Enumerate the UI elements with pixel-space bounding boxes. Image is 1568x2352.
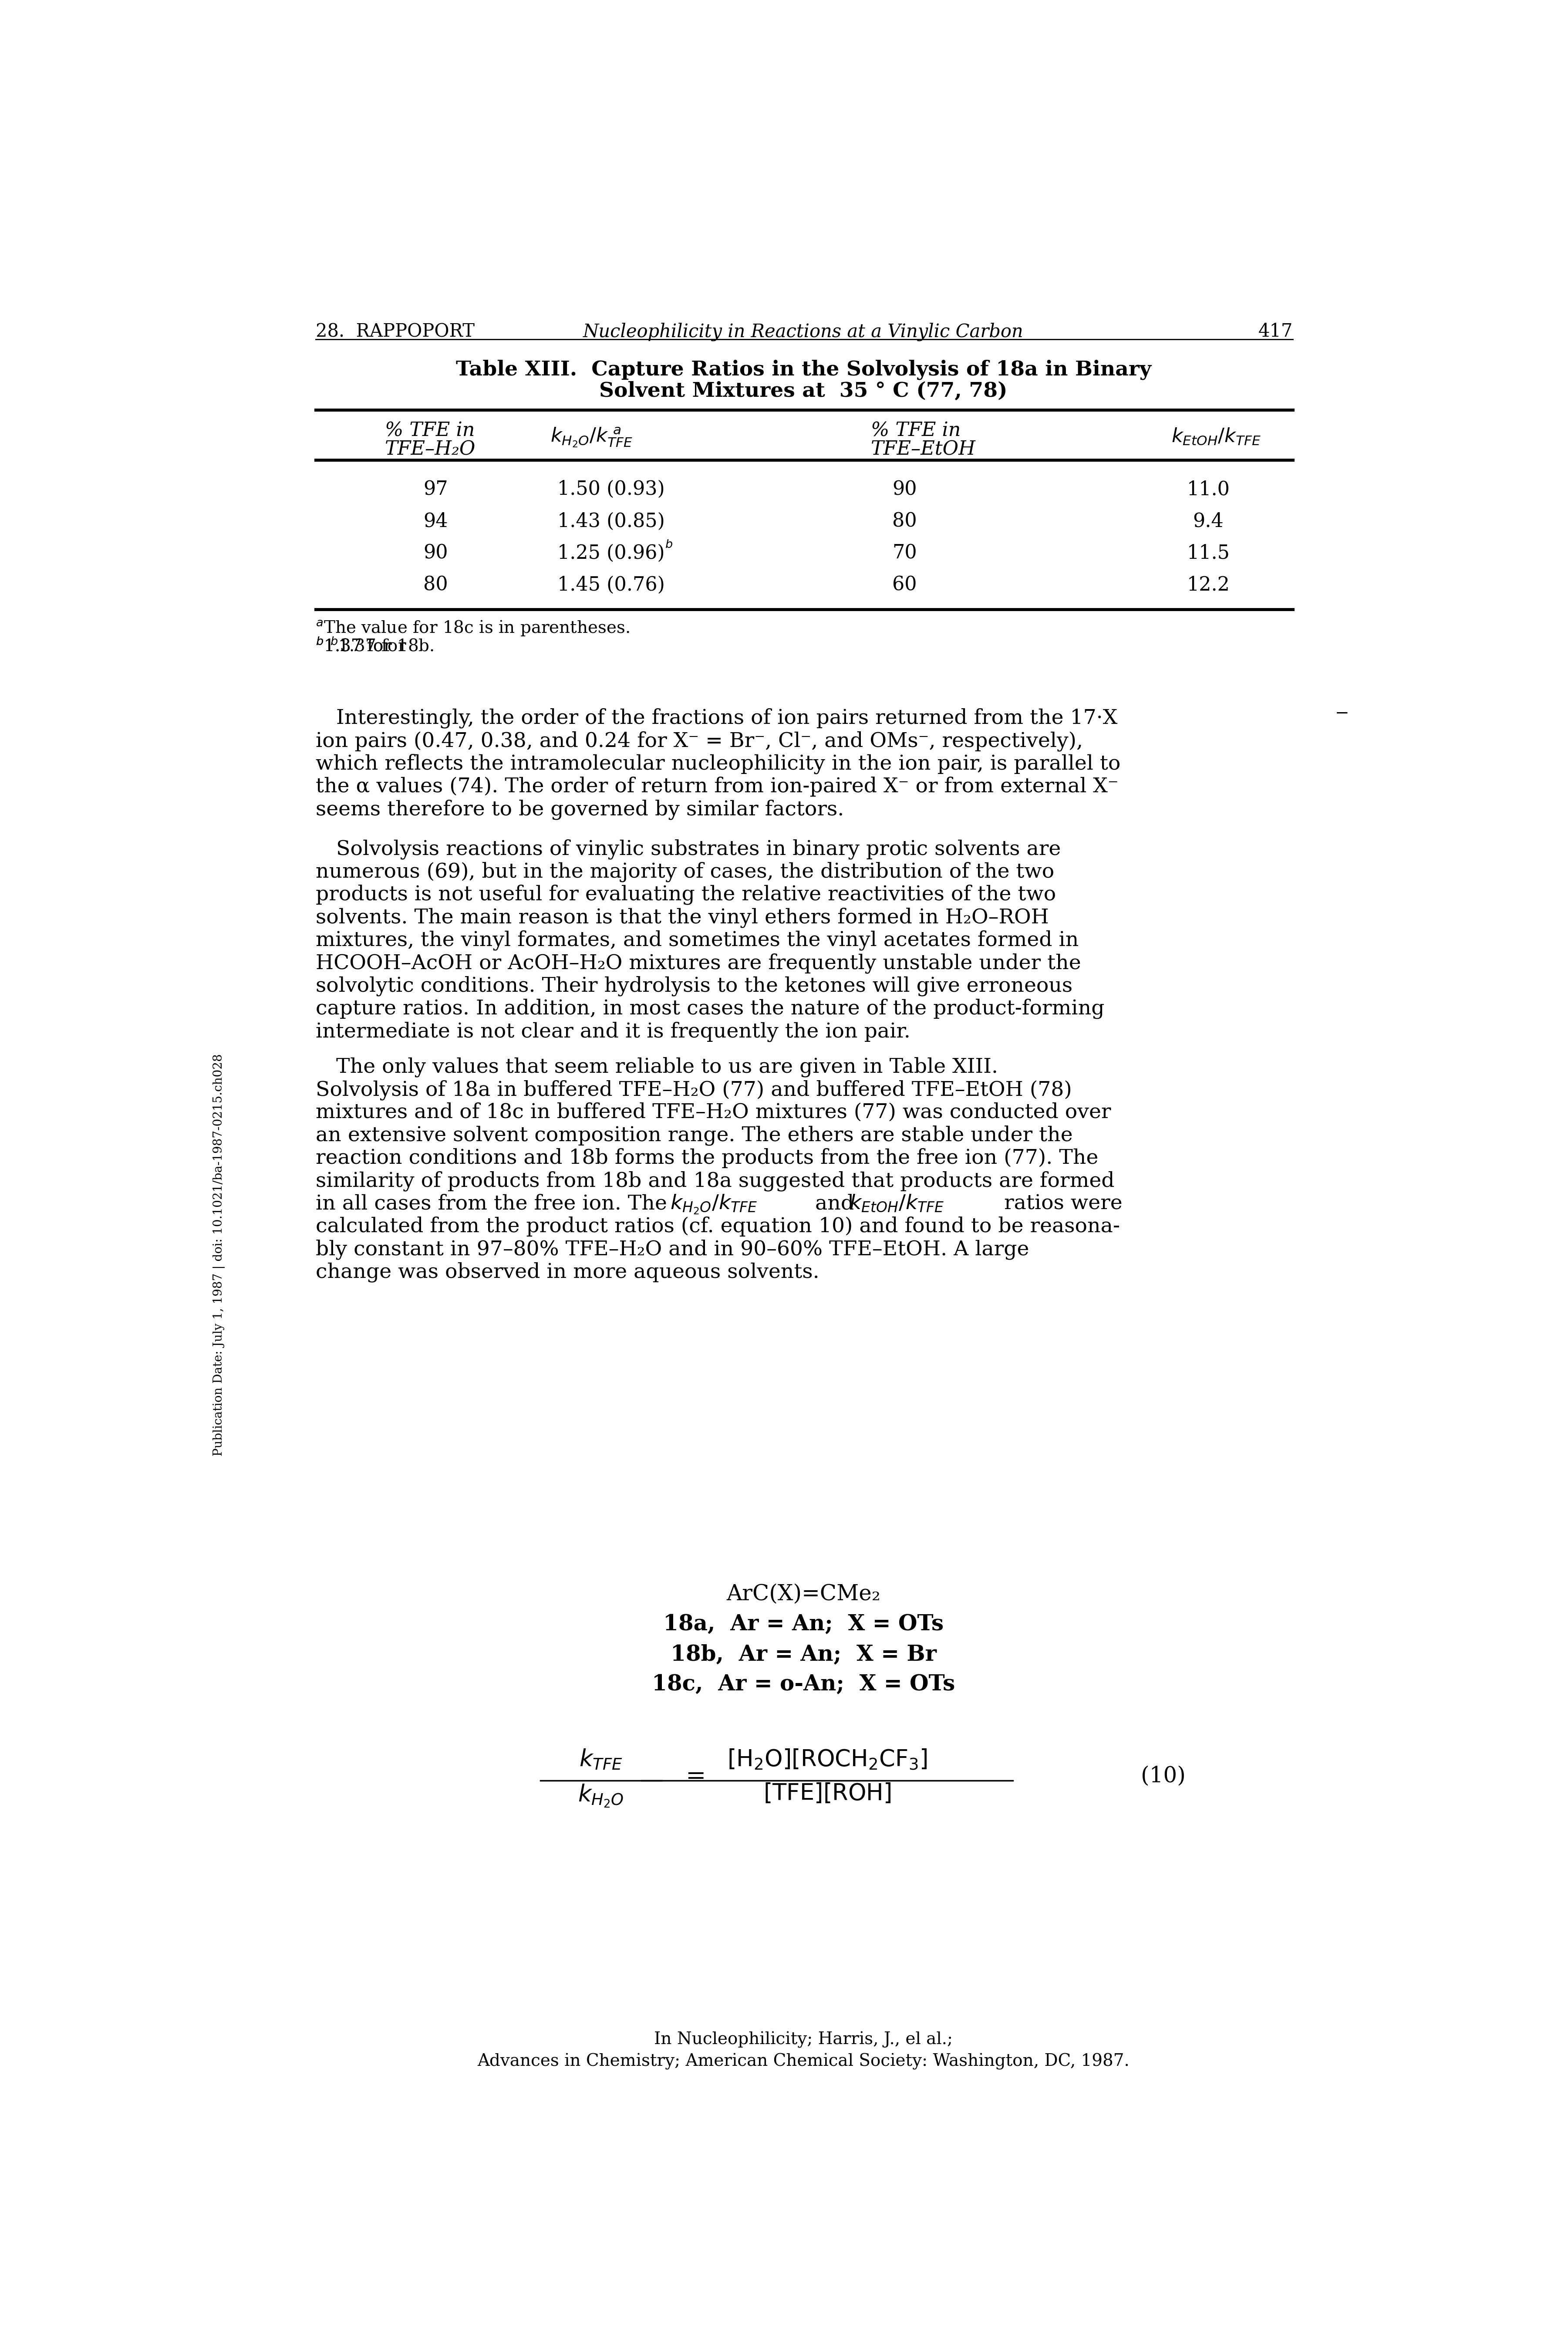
Text: solvents. The main reason is that the vinyl ethers formed in H₂O–ROH: solvents. The main reason is that the vi… xyxy=(315,908,1049,927)
Text: $^a$The value for 18c is in parentheses.: $^a$The value for 18c is in parentheses. xyxy=(315,619,630,637)
Text: reaction conditions and 18b forms the products from the free ion (77). The: reaction conditions and 18b forms the pr… xyxy=(315,1148,1099,1169)
Text: and: and xyxy=(809,1195,861,1214)
Text: 70: 70 xyxy=(892,543,917,562)
Text: Solvolysis of 18a in buffered TFE–H₂O (77) and buffered TFE–EtOH (78): Solvolysis of 18a in buffered TFE–H₂O (7… xyxy=(315,1080,1073,1101)
Text: 1.45 (0.76): 1.45 (0.76) xyxy=(557,576,665,595)
Text: $k_{EtOH}/k_{TFE}$: $k_{EtOH}/k_{TFE}$ xyxy=(1171,426,1261,447)
Text: $^b$1.37 for: $^b$1.37 for xyxy=(329,637,406,656)
Text: capture ratios. In addition, in most cases the nature of the product-forming: capture ratios. In addition, in most cas… xyxy=(315,1000,1104,1018)
Text: $k_{TFE}$: $k_{TFE}$ xyxy=(579,1748,622,1771)
Text: products is not useful for evaluating the relative reactivities of the two: products is not useful for evaluating th… xyxy=(315,884,1057,906)
Text: mixtures, the vinyl formates, and sometimes the vinyl acetates formed in: mixtures, the vinyl formates, and someti… xyxy=(315,929,1079,950)
Text: HCOOH–AcOH or AcOH–H₂O mixtures are frequently unstable under the: HCOOH–AcOH or AcOH–H₂O mixtures are freq… xyxy=(315,953,1080,974)
Text: bly constant in 97–80% TFE–H₂O and in 90–60% TFE–EtOH. A large: bly constant in 97–80% TFE–H₂O and in 90… xyxy=(315,1240,1029,1261)
Text: 94: 94 xyxy=(423,513,448,532)
Text: Interestingly, the order of the fractions of ion pairs returned from the 17·X: Interestingly, the order of the fraction… xyxy=(336,708,1118,729)
Text: numerous (69), but in the majority of cases, the distribution of the two: numerous (69), but in the majority of ca… xyxy=(315,861,1054,882)
Text: $^b$1.37 for: $^b$1.37 for xyxy=(315,637,411,656)
Text: $k_{H_2O}/k_{TFE}^{\ a}$: $k_{H_2O}/k_{TFE}^{\ a}$ xyxy=(550,426,632,449)
Text: solvolytic conditions. Their hydrolysis to the ketones will give erroneous: solvolytic conditions. Their hydrolysis … xyxy=(315,976,1073,995)
Text: an extensive solvent composition range. The ethers are stable under the: an extensive solvent composition range. … xyxy=(315,1124,1073,1145)
Text: calculated from the product ratios (cf. equation 10) and found to be reasona-: calculated from the product ratios (cf. … xyxy=(315,1216,1120,1237)
Text: 60: 60 xyxy=(892,576,917,595)
Text: Solvolysis reactions of vinylic substrates in binary protic solvents are: Solvolysis reactions of vinylic substrat… xyxy=(336,840,1060,858)
Text: % TFE in: % TFE in xyxy=(870,421,961,440)
Text: 1.25 (0.96): 1.25 (0.96) xyxy=(557,543,665,562)
Text: In Nucleophilicity; Harris, J., el al.;: In Nucleophilicity; Harris, J., el al.; xyxy=(654,2032,953,2049)
Text: 11.5: 11.5 xyxy=(1187,543,1229,562)
Text: 9.4: 9.4 xyxy=(1193,513,1223,532)
Text: Solvent Mixtures at  35 ° C (77, 78): Solvent Mixtures at 35 ° C (77, 78) xyxy=(599,381,1008,402)
Text: $k_{H_2O}/k_{TFE}$: $k_{H_2O}/k_{TFE}$ xyxy=(670,1192,757,1216)
Text: Advances in Chemistry; American Chemical Society: Washington, DC, 1987.: Advances in Chemistry; American Chemical… xyxy=(477,2053,1129,2070)
Text: $[\mathrm{H_2O}][\mathrm{ROCH_2CF_3}]$: $[\mathrm{H_2O}][\mathrm{ROCH_2CF_3}]$ xyxy=(728,1748,927,1771)
Text: change was observed in more aqueous solvents.: change was observed in more aqueous solv… xyxy=(315,1263,820,1282)
Text: 97: 97 xyxy=(423,480,448,499)
Text: 1.50 (0.93): 1.50 (0.93) xyxy=(557,480,665,499)
Text: seems therefore to be governed by similar factors.: seems therefore to be governed by simila… xyxy=(315,800,844,818)
Text: $k_{EtOH}/k_{TFE}$: $k_{EtOH}/k_{TFE}$ xyxy=(848,1192,944,1214)
Text: $^b$1.37 for 18b.: $^b$1.37 for 18b. xyxy=(315,637,434,656)
Text: (10): (10) xyxy=(1142,1766,1185,1788)
Text: $^b$: $^b$ xyxy=(665,541,673,557)
Text: =: = xyxy=(685,1764,706,1788)
Text: The only values that seem reliable to us are given in Table XIII.: The only values that seem reliable to us… xyxy=(336,1056,997,1077)
Text: mixtures and of 18c in buffered TFE–H₂O mixtures (77) was conducted over: mixtures and of 18c in buffered TFE–H₂O … xyxy=(315,1103,1112,1122)
Text: −: − xyxy=(1334,706,1348,722)
Text: 1.43 (0.85): 1.43 (0.85) xyxy=(557,513,665,532)
Text: Table XIII.  Capture Ratios in the Solvolysis of 18a in Binary: Table XIII. Capture Ratios in the Solvol… xyxy=(456,360,1151,379)
Text: 80: 80 xyxy=(892,513,917,532)
Text: TFE–EtOH: TFE–EtOH xyxy=(870,440,975,459)
Text: 18a,  Ar = An;  X = OTs: 18a, Ar = An; X = OTs xyxy=(663,1613,944,1635)
Text: Nucleophilicity in Reactions at a Vinylic Carbon: Nucleophilicity in Reactions at a Vinyli… xyxy=(583,322,1024,341)
Text: 90: 90 xyxy=(423,543,448,562)
Text: ArC(X)=CMe₂: ArC(X)=CMe₂ xyxy=(726,1583,881,1604)
Text: Publication Date: July 1, 1987 | doi: 10.1021/ba-1987-0215.ch028: Publication Date: July 1, 1987 | doi: 10… xyxy=(213,1054,226,1456)
Text: 80: 80 xyxy=(423,576,448,595)
Text: TFE–H₂O: TFE–H₂O xyxy=(386,440,475,459)
Text: 12.2: 12.2 xyxy=(1187,576,1229,595)
Text: 11.0: 11.0 xyxy=(1187,480,1229,499)
Text: which reflects the intramolecular nucleophilicity in the ion pair, is parallel t: which reflects the intramolecular nucleo… xyxy=(315,753,1121,774)
Text: ion pairs (0.47, 0.38, and 0.24 for X⁻ = Br⁻, Cl⁻, and OMs⁻, respectively),: ion pairs (0.47, 0.38, and 0.24 for X⁻ =… xyxy=(315,731,1083,750)
Text: 417: 417 xyxy=(1258,322,1292,341)
Text: % TFE in: % TFE in xyxy=(386,421,475,440)
Text: 18b,  Ar = An;  X = Br: 18b, Ar = An; X = Br xyxy=(671,1644,936,1665)
Text: 18c,  Ar = ο-An;  X = OTs: 18c, Ar = ο-An; X = OTs xyxy=(652,1675,955,1696)
Text: ratios were: ratios were xyxy=(997,1195,1123,1214)
Text: $k_{H_2O}$: $k_{H_2O}$ xyxy=(579,1783,624,1809)
Text: the α values (74). The order of return from ion-paired X⁻ or from external X⁻: the α values (74). The order of return f… xyxy=(315,776,1118,797)
Text: intermediate is not clear and it is frequently the ion pair.: intermediate is not clear and it is freq… xyxy=(315,1021,911,1042)
Text: 90: 90 xyxy=(892,480,917,499)
Text: in all cases from the free ion. The: in all cases from the free ion. The xyxy=(315,1195,666,1214)
Text: $[\mathrm{TFE}][\mathrm{ROH}]$: $[\mathrm{TFE}][\mathrm{ROH}]$ xyxy=(764,1783,891,1804)
Text: 28.  RAPPOPORT: 28. RAPPOPORT xyxy=(315,322,475,341)
Text: similarity of products from 18b and 18a suggested that products are formed: similarity of products from 18b and 18a … xyxy=(315,1171,1115,1190)
